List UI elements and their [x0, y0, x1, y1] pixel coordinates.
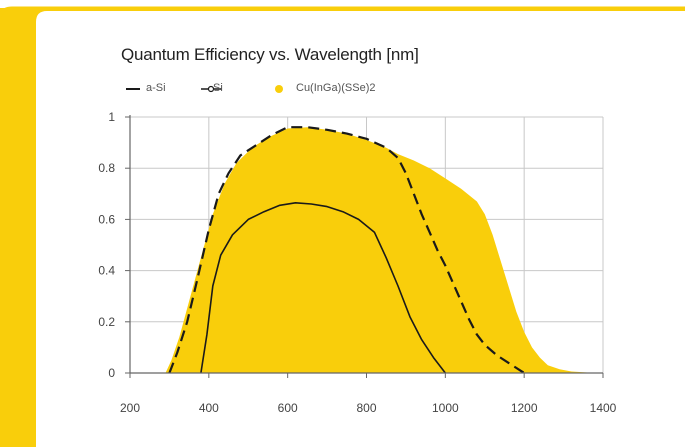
legend-swatch-cigs — [275, 85, 283, 93]
x-tick-label-5: 1200 — [511, 401, 538, 415]
x-tick-label-3: 800 — [356, 401, 376, 415]
x-tick-label-6: 1400 — [590, 401, 617, 415]
legend-swatch-a-si — [126, 88, 140, 90]
y-tick-label-2: 0.4 — [98, 264, 115, 278]
y-tick-label-4: 0.8 — [98, 161, 115, 175]
x-tick-label-2: 600 — [278, 401, 298, 415]
y-tick-label-1: 0.2 — [98, 315, 115, 329]
x-tick-label-4: 1000 — [432, 401, 459, 415]
chart-title: Quantum Efficiency vs. Wavelength [nm] — [121, 45, 419, 64]
legend-item-a-si: a-Si — [124, 80, 194, 98]
series-area-cigs — [165, 127, 596, 373]
y-tick-label-0: 0 — [108, 366, 115, 380]
y-tick-label-3: 0.6 — [98, 212, 115, 226]
legend-swatch-si — [201, 85, 222, 93]
frame-right-strip — [685, 0, 691, 447]
legend-item-si: Si — [200, 80, 250, 98]
frame-edge — [0, 6, 685, 21]
frame-top-strip — [0, 0, 691, 8]
y-tick-label-5: 1 — [108, 110, 115, 124]
x-tick-label-0: 200 — [120, 401, 140, 415]
legend-label-cigs: Cu(InGa)(SSe)2 — [296, 82, 376, 94]
series-line-si — [200, 202, 446, 374]
x-tick-label-1: 400 — [199, 401, 219, 415]
legend-label-si: Si — [213, 82, 223, 94]
legend-label-a-si: a-Si — [146, 82, 166, 94]
series-line-a-si — [168, 126, 525, 374]
legend-item-cigs: Cu(InGa)(SSe)2 — [270, 80, 430, 98]
